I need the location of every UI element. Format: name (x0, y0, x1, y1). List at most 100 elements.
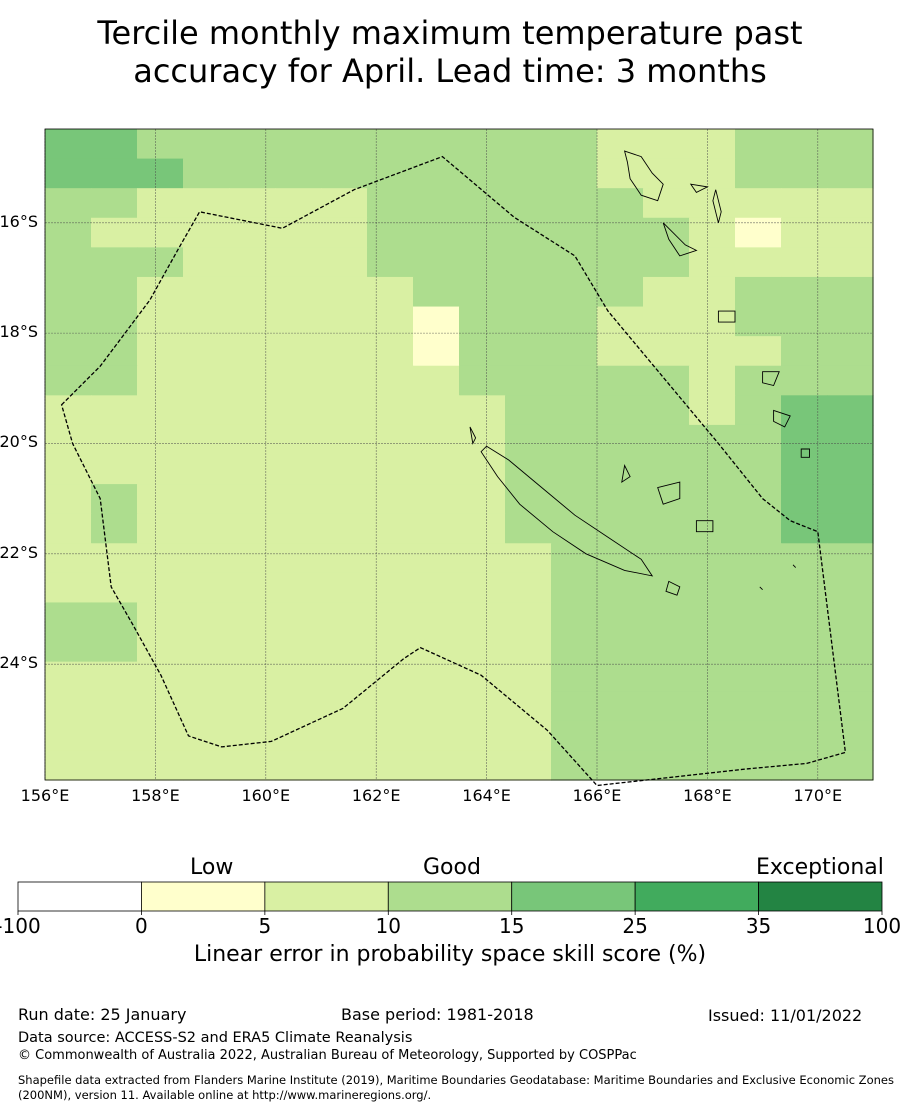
grid-cell (137, 395, 184, 426)
grid-cell (551, 395, 598, 426)
grid-cell (781, 158, 828, 189)
grid-cell (551, 661, 598, 692)
grid-cell (735, 217, 782, 248)
grid-cell (45, 720, 92, 752)
grid-cell (45, 691, 92, 722)
grid-cell (183, 484, 230, 515)
grid-cell (183, 454, 230, 485)
grid-cell (183, 632, 230, 663)
grid-cell (183, 247, 230, 278)
grid-cell (275, 750, 322, 781)
coastline-malekula (662, 222, 698, 257)
colorbar-tick-label: 25 (622, 914, 648, 938)
grid-cell (413, 365, 460, 396)
grid-cell (735, 513, 782, 544)
grid-cell (551, 276, 598, 308)
coastline-tanna (773, 409, 791, 428)
grid-cell (45, 572, 92, 604)
grid-cell (45, 247, 92, 278)
grid-cell (183, 424, 230, 456)
category-exceptional: Exceptional (756, 855, 884, 880)
grid-cell (597, 720, 644, 752)
grid-cell (505, 720, 552, 752)
grid-cell (367, 336, 414, 367)
lat-tick-label: 22°S (0, 542, 38, 562)
grid-cell (91, 188, 138, 219)
grid-cell (827, 217, 874, 248)
grid-cell (781, 276, 828, 308)
lat-tick-label: 18°S (0, 322, 38, 342)
colorbar-bin (634, 881, 759, 912)
grid-cell (367, 454, 414, 485)
grid-cell (689, 129, 736, 160)
grid-cell (827, 395, 874, 426)
grid-cell (321, 306, 368, 337)
grid-cell (551, 750, 598, 781)
grid-cell (367, 395, 414, 426)
grid-cell (597, 484, 644, 515)
grid-cell (91, 395, 138, 426)
grid-cell (413, 572, 460, 604)
grid-cell (367, 484, 414, 515)
grid-cell (689, 632, 736, 663)
grid-cell (413, 454, 460, 485)
grid-cell (229, 158, 276, 189)
grid-cell (551, 720, 598, 752)
grid-cell (735, 572, 782, 604)
grid-cell (459, 720, 506, 752)
grid-cell (551, 306, 598, 337)
grid-cell (321, 632, 368, 663)
grid-cell (229, 691, 276, 722)
grid-cell (137, 365, 184, 396)
grid-cell (597, 365, 644, 396)
grid-cell (505, 336, 552, 367)
grid-cell (597, 306, 644, 337)
coastline-ambae (689, 183, 709, 193)
grid-cell (413, 602, 460, 633)
grid-cell (597, 336, 644, 367)
title-line-1: Tercile monthly maximum temperature past (97, 14, 803, 52)
grid-cell (183, 276, 230, 308)
grid-cell (551, 484, 598, 515)
grid-cell (597, 395, 644, 426)
grid-cell (137, 720, 184, 752)
grid-cell (413, 188, 460, 219)
grid-cell (597, 217, 644, 248)
grid-cell (275, 424, 322, 456)
grid-cell (597, 454, 644, 485)
grid-cell (321, 691, 368, 722)
grid-cell (827, 424, 874, 456)
grid-cell (597, 247, 644, 278)
grid-cell (91, 572, 138, 604)
grid-cell (413, 336, 460, 367)
coastline-erromango (762, 371, 780, 387)
coastline-efate (717, 310, 736, 323)
grid-cell (413, 484, 460, 515)
grid-cell (91, 158, 138, 189)
grid-cell (321, 217, 368, 248)
grid-cell (551, 365, 598, 396)
grid-cell (689, 158, 736, 189)
grid-cell (505, 750, 552, 781)
grid-cell (781, 691, 828, 722)
grid-cell (367, 543, 414, 574)
grid-cell (689, 720, 736, 752)
grid-cell (505, 365, 552, 396)
grid-cell (689, 188, 736, 219)
grid-cell (275, 129, 322, 160)
grid-cell (459, 395, 506, 426)
grid-cell (413, 661, 460, 692)
grid-cell (91, 336, 138, 367)
grid-cell (229, 424, 276, 456)
grid-cell (45, 454, 92, 485)
grid-cell (459, 306, 506, 337)
lon-tick-label: 156°E (20, 786, 70, 805)
grid-cell (367, 129, 414, 160)
grid-cell (91, 691, 138, 722)
coastline-belep (469, 426, 477, 445)
grid-cell (91, 129, 138, 160)
grid-cell (91, 424, 138, 456)
grid-cell (735, 158, 782, 189)
grid-cell (505, 424, 552, 456)
